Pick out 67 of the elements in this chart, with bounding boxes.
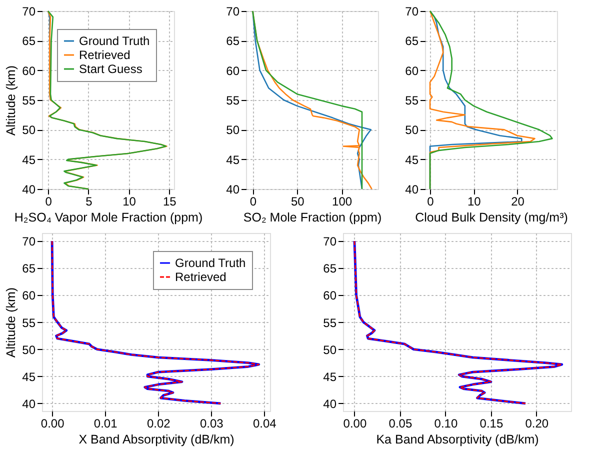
x-tick-label: 15	[162, 194, 177, 208]
y-tick-label: 45	[405, 152, 419, 167]
x-axis-title: Ka Band Absorptivity (dB/km)	[376, 432, 539, 446]
x-tick-label: 20	[511, 194, 525, 208]
y-tick-label: 50	[226, 123, 240, 138]
x-tick-label: 0.03	[200, 416, 224, 430]
x-tick-label: 5	[86, 194, 93, 208]
x-tick-label: 0.15	[480, 416, 504, 430]
y-tick-label: 40	[226, 182, 240, 196]
x-axis-title: SO₂ Mole Fraction (ppm)	[243, 210, 382, 224]
y-tick-label: 40	[22, 182, 36, 196]
y-tick-label: 55	[22, 316, 36, 330]
y-tick-label: 65	[226, 34, 240, 48]
y-tick-label: 45	[226, 152, 240, 167]
legend-label: Retrieved	[79, 48, 130, 62]
x-axis-title: X Band Absorptivity (dB/km)	[78, 432, 234, 446]
legend-label: Ground Truth	[175, 256, 246, 270]
legend-label: Retrieved	[175, 270, 226, 284]
y-tick-label: 55	[323, 316, 337, 330]
x-axis-title: H₂SO₄ Vapor Mole Fraction (ppm)	[14, 210, 203, 224]
y-tick-label: 65	[22, 34, 36, 48]
y-tick-label: 60	[22, 288, 36, 303]
y-tick-label: 40	[323, 396, 337, 411]
y-tick-label: 40	[22, 396, 36, 411]
x-tick-label: 0	[250, 194, 257, 208]
x-tick-label: 0.00	[343, 416, 367, 430]
y-tick-label: 65	[405, 34, 419, 48]
x-tick-label: 50	[290, 194, 305, 208]
legend-label: Start Guess	[79, 62, 142, 76]
y-tick-label: 65	[22, 262, 36, 276]
x-tick-label: 100	[332, 194, 352, 208]
y-tick-label: 50	[323, 342, 337, 357]
y-tick-label: 70	[323, 234, 337, 249]
y-tick-label: 70	[22, 4, 36, 18]
y-tick-label: 60	[323, 288, 337, 303]
y-tick-label: 45	[22, 152, 36, 167]
x-axis-title: Cloud Bulk Density (mg/m³)	[415, 210, 568, 224]
x-tick-label: 0	[427, 194, 434, 208]
x-tick-label: 0.01	[94, 416, 118, 430]
legend-label: Ground Truth	[79, 34, 150, 48]
y-tick-label: 50	[22, 123, 36, 138]
y-axis-title: Altitude (km)	[4, 65, 18, 136]
x-tick-label: 0.04	[252, 416, 277, 430]
y-tick-label: 60	[226, 64, 240, 78]
x-tick-label: 0.10	[434, 416, 458, 430]
y-tick-label: 65	[323, 262, 337, 276]
y-tick-label: 55	[22, 94, 36, 108]
y-tick-label: 60	[405, 64, 419, 78]
y-tick-label: 60	[22, 64, 36, 78]
y-tick-label: 50	[22, 342, 36, 357]
y-tick-label: 70	[226, 4, 240, 18]
y-tick-label: 55	[405, 94, 419, 108]
y-tick-label: 70	[22, 234, 36, 249]
y-tick-label: 40	[405, 182, 419, 196]
x-tick-label: 10	[467, 194, 482, 208]
y-tick-label: 70	[405, 4, 419, 18]
x-tick-label: 0.20	[525, 416, 549, 430]
y-tick-label: 45	[323, 370, 337, 384]
y-axis-title: Altitude (km)	[4, 287, 18, 358]
x-tick-label: 0.05	[388, 416, 412, 430]
x-tick-label: 0	[45, 194, 52, 208]
x-tick-label: 10	[122, 194, 136, 208]
x-tick-label: 0.00	[40, 416, 65, 430]
y-tick-label: 45	[22, 370, 36, 384]
y-tick-label: 50	[405, 123, 419, 138]
y-tick-label: 55	[226, 94, 240, 108]
x-tick-label: 0.02	[146, 416, 171, 430]
